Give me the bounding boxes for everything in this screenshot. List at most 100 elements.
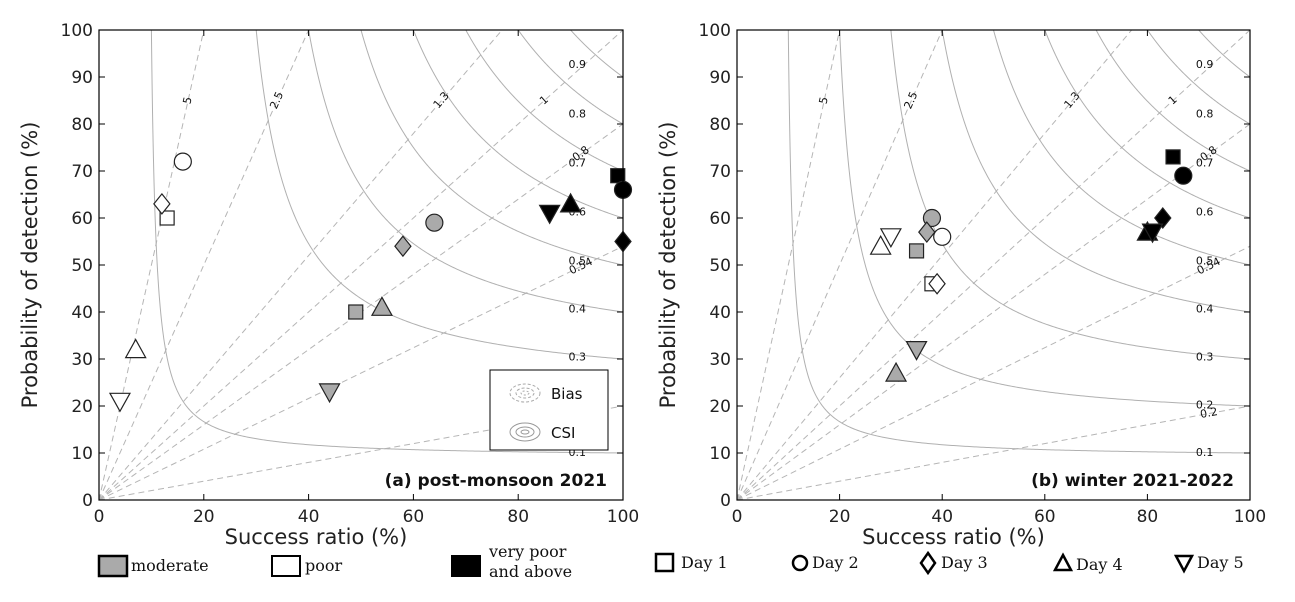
csi-curve-label: 0.5 [569,254,587,267]
data-point-poor-day5 [879,228,902,249]
csi-curve [1044,30,1250,219]
y-tick-label: 50 [709,256,731,276]
y-tick-label: 50 [71,256,93,276]
legend-label-very-poor-line1: very poor [488,542,567,561]
bias-line [99,30,205,500]
data-point-moderate-day3 [918,221,936,244]
data-point-poor-day5 [108,392,131,413]
csi-curve [1198,30,1250,78]
y-tick-label: 20 [709,397,731,417]
data-point-moderate-day1 [908,243,925,259]
inset-legend-bias-label: Bias [551,385,583,403]
y-tick-label: 0 [82,491,93,511]
bottom-legend: moderate poor very poor and above Day 1 … [97,542,1244,581]
x-tick-label: 100 [607,507,639,527]
bias-line [737,123,1250,500]
y-tick-label: 10 [71,444,93,464]
bias-line [99,30,310,500]
y-tick-label: 60 [709,209,731,229]
legend-swatch-poor [271,555,301,577]
x-tick-label: 20 [193,507,215,527]
data-point-poor-day3 [153,192,171,215]
y-tick-label: 60 [71,209,93,229]
x-tick-label: 60 [403,507,425,527]
x-tick-label: 0 [732,507,743,527]
data-point-very-poor-and-above-day3 [1154,207,1172,229]
panel-a-inset-legend: Bias CSI [489,369,609,451]
legend-swatch-moderate [97,554,129,578]
csi-curve [890,30,1250,360]
data-point-poor-day2 [173,152,192,171]
bias-line [737,30,841,500]
csi-swatch-icon [509,422,541,442]
csi-curve [787,30,1250,454]
y-tick-label: 90 [71,68,93,88]
csi-curve-label: 0.1 [1196,446,1214,459]
legend-diamond-icon [919,550,937,576]
bias-line-label: 0.2 [1199,405,1219,421]
x-tick-label: 0 [94,507,105,527]
legend-label-day5: Day 5 [1197,553,1244,572]
panel-b-markers [869,149,1193,382]
csi-curve-label: 0.7 [1196,157,1214,170]
y-tick-label: 100 [61,21,93,41]
y-tick-label: 70 [709,162,731,182]
panel-b-title: (b) winter 2021-2022 [1031,471,1234,491]
legend-label-day2: Day 2 [812,553,859,572]
data-point-moderate-day1 [348,304,364,320]
data-point-moderate-day2 [425,213,444,232]
x-tick-label: 20 [829,507,851,527]
data-point-very-poor-and-above-day5 [1141,223,1164,244]
csi-curve-label: 0.8 [569,107,587,120]
panel-a-markers [108,152,633,413]
panel-b-x-axis-label: Success ratio (%) [862,525,1045,549]
csi-curve [517,30,623,125]
y-tick-label: 30 [71,350,93,370]
bias-line [737,405,1250,500]
csi-curve-label: 0.9 [569,58,587,71]
bias-line [737,245,1250,500]
inset-legend-box [489,369,609,451]
data-point-very-poor-and-above-day2 [1174,166,1193,185]
bias-line-label: 1.3 [431,89,452,111]
bias-line [99,30,503,500]
csi-curve-label: 0.7 [569,157,587,170]
data-point-poor-day3 [928,272,946,295]
legend-swatch-very-poor [451,555,481,577]
x-tick-label: 80 [507,507,529,527]
csi-curve-label: 0.4 [1196,303,1214,316]
csi-curve [308,30,623,313]
csi-curve [465,30,623,172]
x-tick-label: 80 [1137,507,1159,527]
x-tick-label: 60 [1034,507,1056,527]
data-point-moderate-day4 [885,361,908,382]
bias-line [99,245,623,500]
y-tick-label: 10 [709,444,731,464]
legend-label-day4: Day 4 [1076,555,1123,574]
x-tick-label: 40 [931,507,953,527]
panel-b-y-axis-label: Probability of detection (%) [656,122,680,409]
csi-curve [570,30,623,78]
data-point-poor-day2 [933,227,952,246]
panel-a: 52.51.310.80.540.20.10.30.40.50.60.70.80… [18,21,639,549]
csi-curve [839,30,1250,407]
bias-line [737,30,1250,500]
csi-curve-label: 0.2 [1196,398,1214,411]
panel-b: 5 2.5 1.3 10.80.540.20.10.20.30.40.50.60.70… [656,21,1266,549]
panel-a-y-axis-label: Probability of detection (%) [18,122,42,409]
panel-b-grid: 5 2.5 1.3 10.80.540.20.10.20.30.40.50.60.70… [737,30,1250,500]
y-tick-label: 40 [71,303,93,323]
legend-label-moderate: moderate [131,556,209,575]
data-point-poor-day4 [869,234,892,255]
csi-curve-label: 0.9 [1196,58,1214,71]
panel-a-ticks: 0 20 40 60 80 100 0 10 20 30 40 50 60 70 80 90 100 [61,21,640,527]
csi-curve-label: 0.4 [569,303,587,316]
csi-curve-label: 0.3 [569,351,587,364]
legend-label-day3: Day 3 [941,553,988,572]
x-tick-label: 40 [298,507,320,527]
legend-triangle-up-icon [1052,552,1074,572]
panel-a-x-axis-label: Success ratio (%) [225,525,408,549]
panel-a-title: (a) post-monsoon 2021 [385,471,607,491]
legend-label-day1: Day 1 [681,553,728,572]
data-point-poor-day1 [159,210,175,226]
